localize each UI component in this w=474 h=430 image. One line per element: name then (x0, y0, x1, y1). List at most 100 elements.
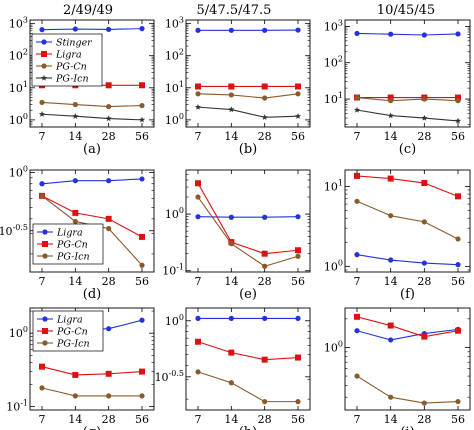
x-tick-label: 56 (291, 275, 305, 288)
chart-panel-5: 100 10-1 7 14 28 56 (e) (162, 169, 311, 302)
data-point (195, 180, 201, 187)
data-point (139, 26, 145, 32)
data-point (295, 354, 301, 361)
plot-frame (185, 19, 311, 128)
data-point (195, 91, 201, 97)
plot-frame (29, 169, 155, 273)
y-tick-label: 100 (165, 313, 184, 328)
x-tick-label: 7 (195, 413, 202, 426)
data-point (195, 27, 201, 33)
x-tick-label: 28 (417, 275, 431, 288)
data-point (295, 91, 301, 97)
legend-marker (41, 63, 47, 69)
data-point (195, 194, 201, 200)
y-tick-label: 10-0.5 (155, 369, 184, 384)
data-point (105, 115, 112, 122)
legend-label: PG-Icn (55, 74, 89, 85)
column-title-3: 10/45/45 (377, 3, 435, 18)
data-point (354, 252, 360, 258)
data-point (106, 393, 112, 399)
y-tick-label: 103 (9, 16, 28, 31)
data-point (421, 219, 427, 225)
series-line-1 (197, 216, 299, 218)
data-point (262, 95, 268, 101)
y-tick-label: 101 (324, 178, 343, 193)
data-point (353, 106, 361, 113)
data-point (455, 31, 461, 37)
plot-frame (29, 19, 155, 128)
data-point (354, 328, 360, 334)
data-point (195, 338, 201, 345)
data-point (387, 322, 394, 329)
series-line-2 (356, 316, 459, 338)
legend-label: PG-Cn (55, 62, 87, 73)
series-line-1 (356, 254, 459, 266)
y-tick-label: 10-0.5 (0, 223, 28, 238)
data-point (421, 96, 427, 102)
data-point (455, 236, 461, 242)
data-point (261, 114, 268, 120)
series-line-2 (197, 341, 299, 361)
data-point (354, 198, 360, 204)
legend-marker (42, 241, 48, 247)
data-point (455, 327, 461, 334)
data-point (139, 82, 145, 89)
data-point (388, 337, 394, 343)
data-point (228, 241, 234, 247)
data-point (295, 399, 301, 405)
data-point (294, 113, 302, 119)
data-point (106, 225, 112, 232)
y-tick-label: 10-1 (162, 263, 184, 278)
plot-frame (344, 169, 471, 273)
data-point (72, 26, 78, 32)
x-tick-label: 56 (135, 413, 149, 426)
data-point (194, 103, 202, 110)
series-line-1 (41, 178, 143, 185)
data-point (106, 326, 112, 332)
y-tick-label: 100 (9, 112, 28, 127)
data-point (455, 262, 461, 268)
x-tick-label: 14 (68, 275, 82, 288)
data-point (39, 27, 45, 33)
y-tick-label: 100 (165, 206, 184, 221)
data-point (421, 180, 428, 187)
series-line-4 (356, 109, 459, 122)
chart-panel-8: 100 10-0.5 7 14 28 56 (h) (155, 307, 311, 430)
data-point (228, 106, 235, 113)
plot-frame (185, 307, 311, 411)
x-tick-label: 28 (102, 413, 116, 426)
x-tick-label: 28 (102, 130, 116, 143)
y-tick-label: 100 (9, 325, 28, 340)
x-tick-label: 28 (258, 275, 272, 288)
series-line-2 (356, 175, 459, 197)
data-point (262, 399, 268, 405)
plot-frame (185, 169, 311, 273)
data-point (354, 373, 360, 379)
x-tick-label: 14 (68, 413, 82, 426)
data-point (421, 333, 428, 340)
data-point (387, 94, 394, 101)
y-tick-label: 10-1 (6, 399, 28, 414)
data-point (39, 363, 45, 370)
x-tick-label: 28 (258, 130, 272, 143)
data-point (228, 92, 234, 98)
x-tick-label: 14 (224, 275, 238, 288)
data-point (354, 313, 360, 320)
data-point (388, 257, 394, 263)
x-tick-label: 7 (354, 413, 361, 426)
x-tick-label: 14 (384, 130, 398, 143)
y-tick-label: 101 (165, 80, 184, 95)
y-tick-label: 100 (324, 339, 343, 354)
data-point (39, 385, 45, 391)
series-line-2 (41, 366, 143, 376)
data-point (228, 83, 235, 90)
series-line-3 (41, 101, 143, 108)
data-point (295, 253, 301, 259)
legend-marker (42, 328, 48, 334)
x-tick-label: 7 (195, 130, 202, 143)
x-tick-label: 28 (258, 413, 272, 426)
